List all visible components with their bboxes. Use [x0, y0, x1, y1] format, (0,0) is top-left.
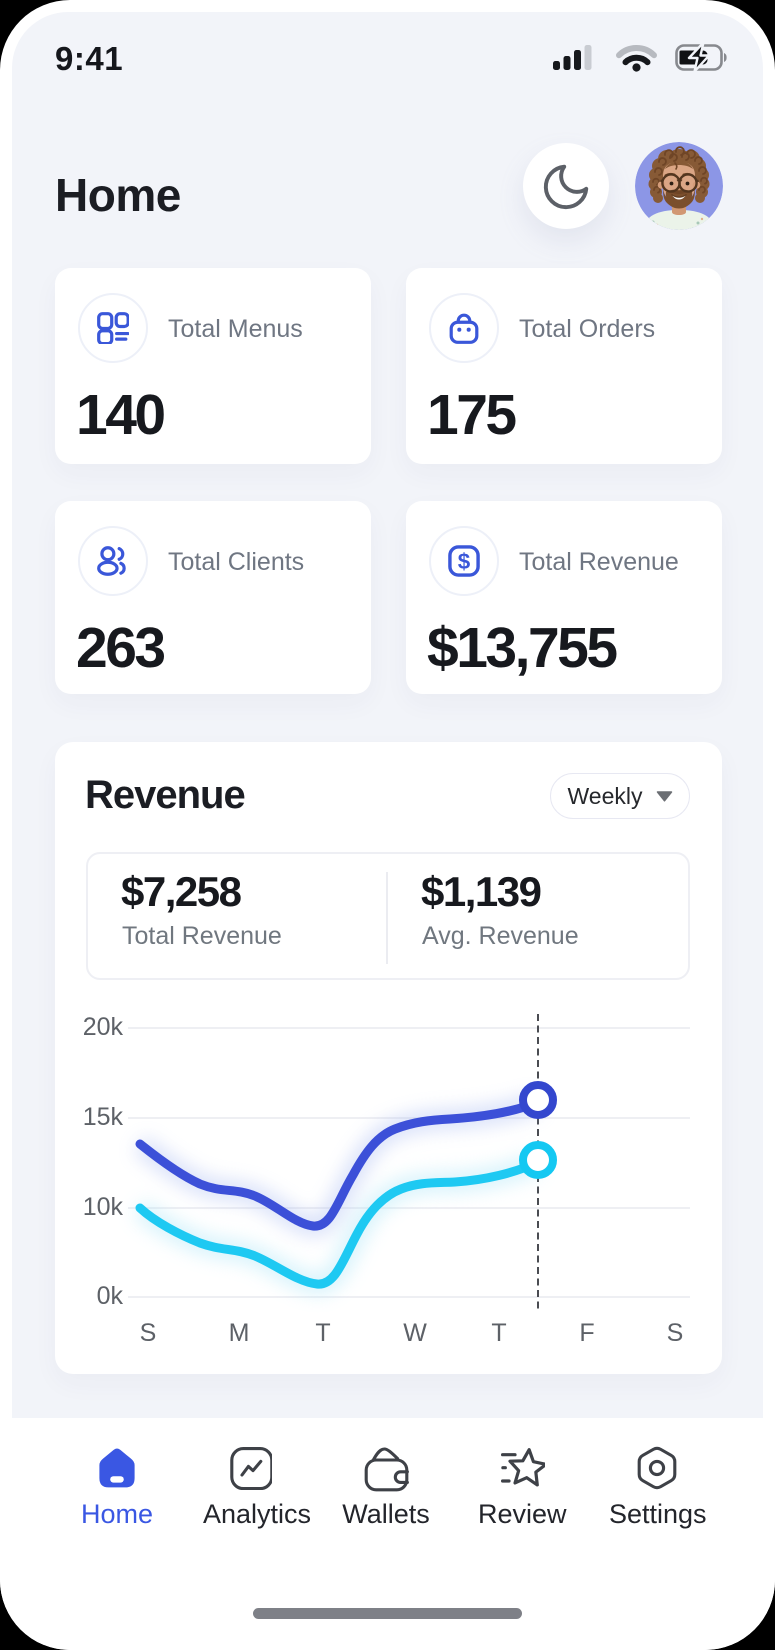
svg-text:$: $ — [458, 549, 471, 574]
